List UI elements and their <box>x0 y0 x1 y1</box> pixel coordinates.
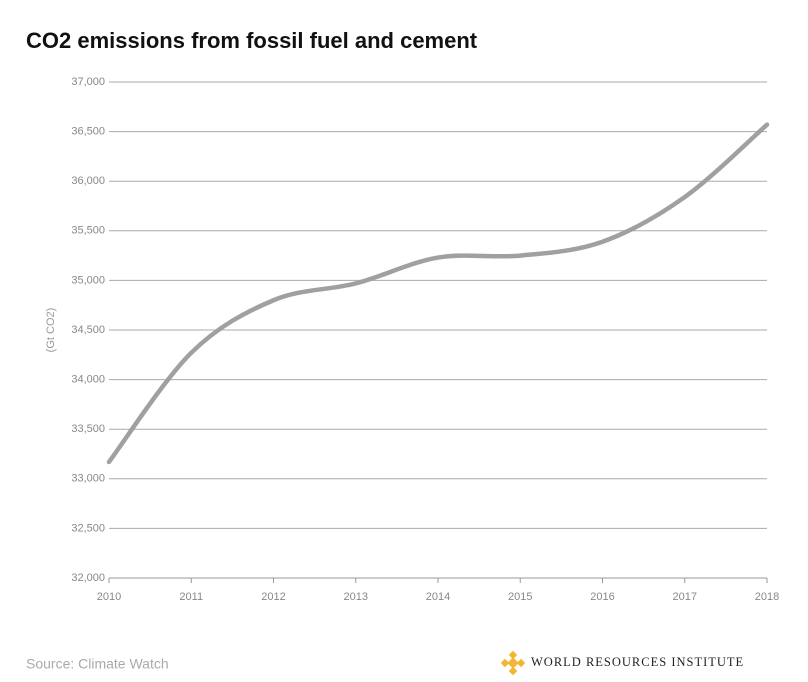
x-tick-label: 2010 <box>97 591 121 603</box>
y-tick-label: 34,000 <box>71 374 105 386</box>
y-axis-label: (Gt CO2) <box>45 308 57 353</box>
y-tick-label: 32,500 <box>71 522 105 534</box>
y-tick-label: 37,000 <box>71 76 105 88</box>
line <box>106 122 770 465</box>
x-tick-label: 2012 <box>261 591 285 603</box>
y-tick-label: 36,500 <box>71 126 105 138</box>
x-tick-label: 2013 <box>344 591 368 603</box>
x-tick-label: 2018 <box>755 591 779 603</box>
x-tick-label: 2011 <box>179 591 203 603</box>
y-tick-label: 35,500 <box>71 225 105 237</box>
x-tick-label: 2017 <box>673 591 697 603</box>
x-tick-label: 2015 <box>508 591 532 603</box>
logo-icon <box>500 650 526 676</box>
y-tick-label: 32,000 <box>71 572 105 584</box>
logo-text: WORLD RESOURCES INSTITUTE <box>531 655 744 669</box>
y-tick-label: 34,500 <box>71 324 105 336</box>
x-tick-label: 2014 <box>426 591 450 603</box>
y-tick-label: 33,500 <box>71 423 105 435</box>
chart-title: CO2 emissions from fossil fuel and cemen… <box>26 28 478 53</box>
source: Source: Climate Watch <box>26 656 169 672</box>
x-tick-label: 2016 <box>590 591 614 603</box>
y-tick-label: 36,000 <box>71 175 105 187</box>
y-tick-label: 33,000 <box>71 473 105 485</box>
y-tick-label: 35,000 <box>71 274 105 286</box>
